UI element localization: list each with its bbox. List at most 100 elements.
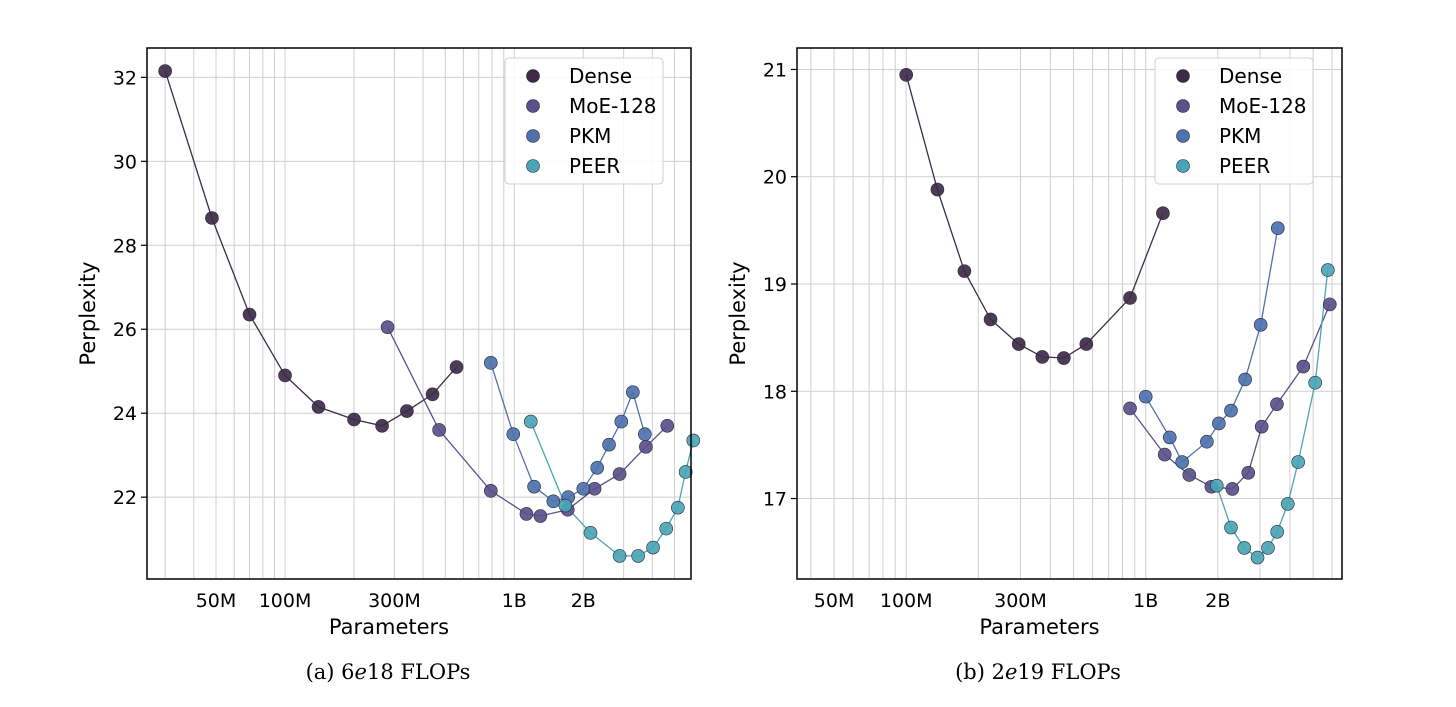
figure-caption: (b) 2e19 FLOPs [955, 660, 1121, 684]
caption-text: (b) 2 [955, 660, 1005, 684]
plot-frame [146, 47, 692, 580]
data-point [1281, 497, 1295, 511]
data-point [631, 549, 645, 563]
y-tick-label: 18 [763, 381, 787, 403]
data-point [1225, 482, 1240, 496]
legend-marker [526, 129, 540, 143]
data-point [1157, 447, 1172, 462]
data-point [638, 427, 652, 441]
x-axis-title: Parameters [329, 615, 449, 639]
grid [147, 48, 691, 579]
y-axis-title: Perplexity [76, 261, 100, 365]
legend-label: Dense [569, 64, 632, 88]
data-point [449, 360, 464, 374]
data-point [519, 507, 534, 521]
y-tick-label: 30 [113, 151, 137, 173]
x-tick-label: 50M [814, 590, 855, 612]
data-point [671, 500, 685, 515]
data-point [1175, 455, 1189, 469]
data-point [533, 509, 548, 523]
data-point [1209, 478, 1224, 493]
data-point [1224, 520, 1238, 535]
data-point [527, 479, 541, 494]
data-point [1200, 434, 1214, 449]
data-point [205, 211, 219, 225]
y-tick-label: 20 [763, 167, 787, 189]
data-point [686, 433, 701, 448]
data-point [1035, 350, 1050, 364]
data-point [626, 385, 640, 400]
legend-label: PKM [1219, 124, 1261, 148]
legend-label: MoE-128 [569, 94, 657, 118]
data-point [1241, 465, 1256, 480]
x-tick-label: 50M [196, 590, 237, 612]
data-point [1250, 550, 1265, 565]
legend-marker [1176, 69, 1190, 83]
data-point [242, 307, 257, 322]
legend-label: PEER [569, 154, 620, 178]
data-point [930, 182, 945, 197]
data-point [612, 467, 627, 481]
legend-marker [526, 69, 540, 83]
caption-text: 19 FLOPs [1017, 660, 1120, 684]
data-point [602, 437, 616, 452]
data-point [278, 368, 292, 383]
data-point [1237, 541, 1252, 555]
x-tick-label: 100M [259, 590, 312, 612]
y-axis-title: Perplexity [726, 261, 750, 365]
data-point [1011, 337, 1026, 351]
data-point [659, 521, 674, 536]
caption-exponent: e [355, 660, 367, 684]
data-point [957, 264, 972, 278]
data-point [1138, 389, 1153, 404]
caption-text: (a) 6 [306, 660, 355, 684]
data-point [1123, 291, 1137, 305]
data-point [1162, 430, 1177, 445]
data-point [158, 64, 172, 78]
y-tick-label: 22 [113, 487, 137, 509]
legend-marker [1176, 129, 1190, 143]
data-point [1123, 401, 1137, 416]
series-line-dense [164, 70, 458, 427]
series-line-moe-128 [386, 326, 668, 517]
legend-marker [1176, 159, 1190, 173]
legend: Dense MoE-128 PKM PEER [504, 57, 664, 185]
data-point [432, 423, 446, 437]
data-point [1261, 541, 1275, 555]
data-point [1238, 372, 1252, 387]
legend-box [504, 57, 664, 185]
data-point [400, 404, 414, 418]
x-tick-label: 300M [994, 590, 1047, 612]
x-tick-label: 100M [880, 590, 933, 612]
x-tick-label: 2B [1205, 590, 1230, 612]
y-tick-label: 17 [763, 489, 787, 511]
data-point [983, 312, 998, 327]
data-point [1291, 455, 1305, 469]
data-point [646, 540, 660, 555]
caption-text: 18 FLOPs [367, 660, 470, 684]
y-tick-label: 21 [763, 59, 787, 81]
data-point [506, 427, 521, 441]
data-point [375, 418, 389, 433]
x-tick-label: 300M [368, 590, 421, 612]
data-point [1296, 359, 1311, 374]
plot-frame [796, 47, 1343, 580]
data-point [639, 439, 653, 454]
y-tick-label: 24 [113, 403, 137, 425]
data-point [1156, 206, 1170, 220]
data-point [558, 498, 573, 513]
data-point [660, 418, 675, 433]
legend-label: PEER [1219, 154, 1270, 178]
series-line-peer [1216, 270, 1329, 559]
data-point [546, 494, 561, 509]
data-point [678, 465, 693, 479]
legend-marker [1176, 99, 1190, 113]
caption-exponent: e [1005, 660, 1017, 684]
legend: Dense MoE-128 PKM PEER [1154, 57, 1314, 185]
data-point [1321, 263, 1335, 277]
data-point [576, 481, 591, 496]
figure-caption: (a) 6e18 FLOPs [306, 660, 471, 684]
data-point [523, 414, 538, 429]
data-point [614, 414, 629, 429]
legend-box [1154, 57, 1314, 185]
